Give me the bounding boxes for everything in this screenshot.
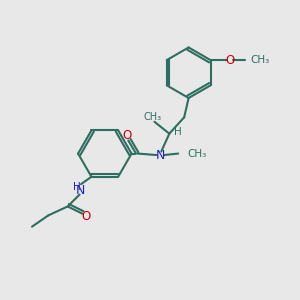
Text: H: H xyxy=(174,127,182,136)
Text: N: N xyxy=(76,184,85,197)
Text: CH₃: CH₃ xyxy=(250,55,270,65)
Text: H: H xyxy=(73,182,80,191)
Text: O: O xyxy=(81,210,90,224)
Text: CH₃: CH₃ xyxy=(143,112,161,122)
Text: CH₃: CH₃ xyxy=(187,148,206,159)
Text: O: O xyxy=(122,129,132,142)
Text: N: N xyxy=(156,148,165,162)
Text: O: O xyxy=(225,54,234,67)
